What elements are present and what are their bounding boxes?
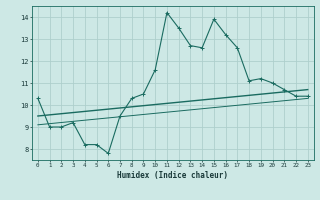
X-axis label: Humidex (Indice chaleur): Humidex (Indice chaleur) [117, 171, 228, 180]
